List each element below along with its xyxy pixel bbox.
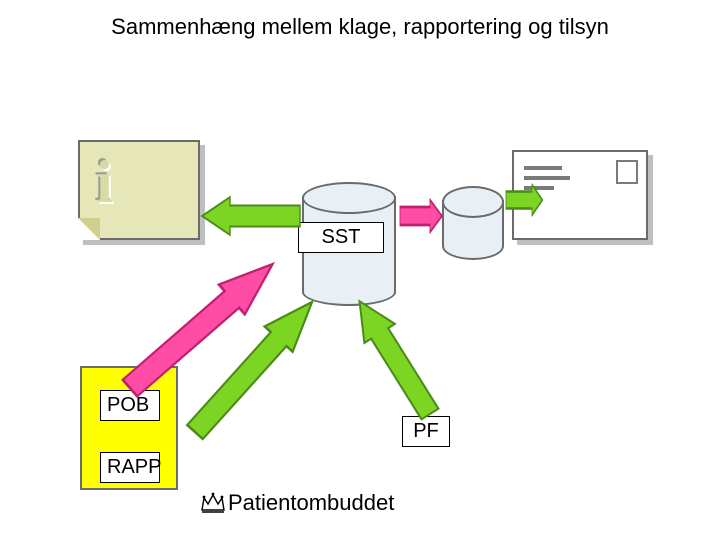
pob-label: POB xyxy=(100,390,160,421)
info-sticky-note: i xyxy=(78,140,200,240)
diagram-stage: Sammenhæng mellem klage, rapportering og… xyxy=(0,0,720,540)
crown-icon xyxy=(200,492,226,520)
envelope-icon xyxy=(512,150,648,240)
info-icon: i xyxy=(96,148,113,217)
page-fold-icon xyxy=(78,218,100,240)
small-cylinder xyxy=(442,200,504,260)
page-title: Sammenhæng mellem klage, rapportering og… xyxy=(0,14,720,40)
footer-text: Patientombuddet xyxy=(228,490,394,515)
rapp-label: RAPP xyxy=(100,452,160,483)
pf-label: PF xyxy=(402,416,450,447)
stamp-icon xyxy=(616,160,638,184)
sst-label: SST xyxy=(298,222,384,253)
footer: Patientombuddet xyxy=(200,490,394,520)
